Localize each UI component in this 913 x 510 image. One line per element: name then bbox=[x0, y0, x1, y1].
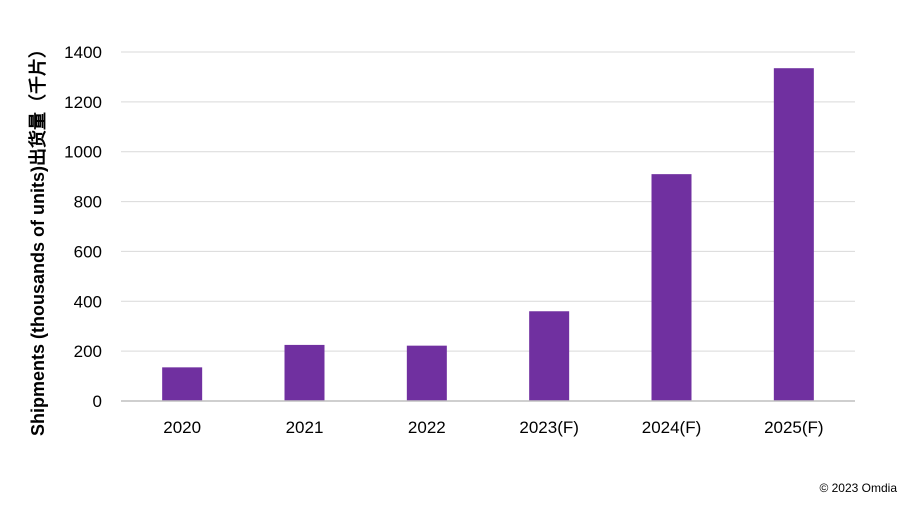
x-tick-label: 2022 bbox=[408, 418, 446, 437]
x-tick-label: 2020 bbox=[163, 418, 201, 437]
y-tick-label: 1200 bbox=[64, 93, 102, 112]
x-tick-label: 2021 bbox=[286, 418, 324, 437]
y-tick-label: 200 bbox=[74, 342, 102, 361]
x-tick-label: 2023(F) bbox=[519, 418, 579, 437]
y-tick-label: 0 bbox=[93, 392, 102, 411]
y-tick-label: 400 bbox=[74, 292, 102, 311]
bar bbox=[651, 174, 692, 401]
source-credit: © 2023 Omdia bbox=[819, 481, 897, 495]
y-tick-label: 1400 bbox=[64, 43, 102, 62]
x-tick-label: 2024(F) bbox=[642, 418, 702, 437]
bar bbox=[284, 344, 325, 401]
x-tick-label: 2025(F) bbox=[764, 418, 824, 437]
bar bbox=[773, 68, 814, 401]
y-tick-label: 800 bbox=[74, 193, 102, 212]
y-tick-label: 1000 bbox=[64, 143, 102, 162]
y-tick-label: 600 bbox=[74, 242, 102, 261]
bar bbox=[406, 345, 447, 401]
bar bbox=[529, 311, 570, 401]
bar bbox=[162, 367, 203, 401]
y-axis-title: Shipments (thousands of units)出货量（千片） bbox=[28, 40, 48, 436]
